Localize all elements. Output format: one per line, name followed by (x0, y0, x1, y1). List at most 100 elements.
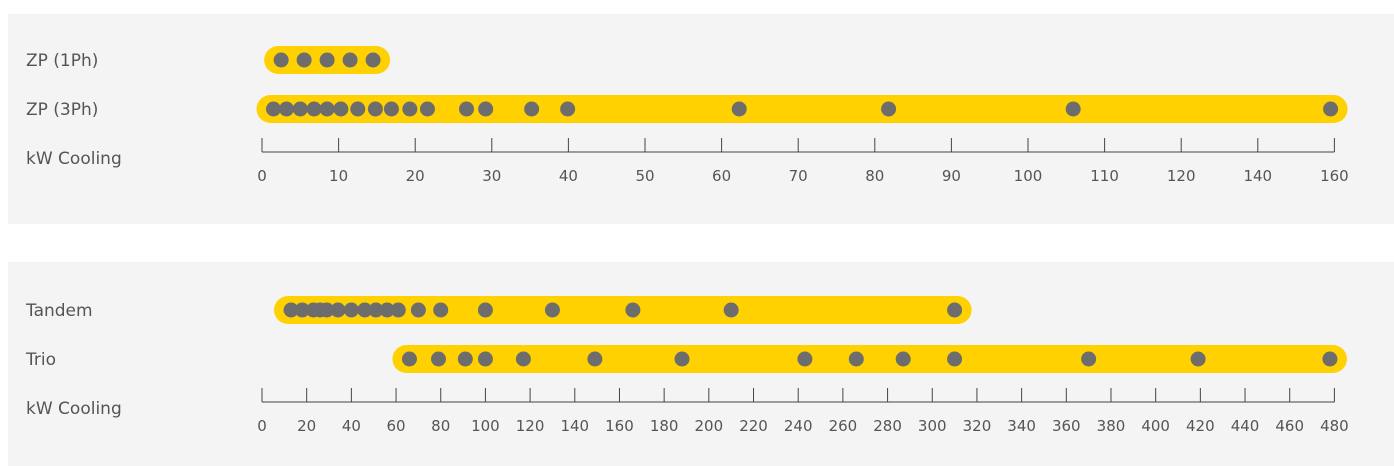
data-point-tandem-13 (477, 302, 493, 318)
x-tick-label: 340 (1007, 417, 1036, 435)
data-point-tandem-5 (330, 302, 346, 318)
data-point-zp-3ph-15 (731, 101, 747, 117)
data-point-zp-3ph-1 (279, 101, 295, 117)
x-tick-label: 10 (329, 167, 348, 185)
x-tick-label: 140 (560, 417, 589, 435)
x-tick-label: 220 (739, 417, 768, 435)
data-point-zp-3ph-6 (350, 101, 366, 117)
data-point-zp-3ph-8 (383, 101, 399, 117)
data-point-zp-3ph-4 (319, 101, 335, 117)
data-point-trio-10 (947, 351, 963, 367)
series-label-zp-1ph: ZP (1Ph) (26, 51, 98, 71)
data-point-zp-3ph-14 (560, 101, 576, 117)
x-tick-label: 280 (873, 417, 902, 435)
data-point-zp-1ph-2 (319, 52, 335, 68)
x-tick-label: 120 (1167, 167, 1196, 185)
series-label-trio: Trio (25, 350, 56, 370)
data-point-zp-3ph-5 (333, 101, 349, 117)
x-tick-label: 70 (789, 167, 808, 185)
data-point-trio-1 (430, 351, 446, 367)
data-point-tandem-6 (343, 302, 359, 318)
data-point-trio-6 (674, 351, 690, 367)
x-tick-label: 20 (297, 417, 316, 435)
x-tick-label: 20 (406, 167, 425, 185)
chart-panel-bottom: Tandem Trio kW Cooling 0 20 40 60 80 100 120 140 16… (8, 262, 1394, 466)
data-point-tandem-15 (625, 302, 641, 318)
data-point-trio-2 (457, 351, 473, 367)
data-point-zp-3ph-18 (1323, 101, 1339, 117)
range-band-trio (392, 345, 1347, 373)
data-point-tandem-1 (294, 302, 310, 318)
x-tick-label: 360 (1052, 417, 1081, 435)
x-axis-label: kW Cooling (26, 399, 122, 419)
x-tick-label: 240 (784, 417, 813, 435)
x-tick-label: 160 (605, 417, 634, 435)
x-tick-label: 80 (431, 417, 450, 435)
series-label-zp-3ph: ZP (3Ph) (26, 100, 98, 120)
data-point-tandem-4 (319, 302, 335, 318)
data-point-zp-3ph-3 (306, 101, 322, 117)
data-point-zp-3ph-11 (459, 101, 475, 117)
x-tick-label: 60 (712, 167, 731, 185)
data-point-tandem-17 (947, 302, 963, 318)
data-point-zp-3ph-16 (881, 101, 897, 117)
data-point-trio-11 (1081, 351, 1097, 367)
x-tick-label: 110 (1090, 167, 1119, 185)
x-tick-label: 90 (942, 167, 961, 185)
x-tick-label: 480 (1320, 417, 1349, 435)
x-tick-label: 320 (963, 417, 992, 435)
data-point-tandem-8 (368, 302, 384, 318)
data-point-trio-3 (477, 351, 493, 367)
x-tick-label: 180 (650, 417, 679, 435)
x-tick-label: 100 (1014, 167, 1043, 185)
data-point-zp-3ph-2 (292, 101, 308, 117)
data-point-zp-3ph-17 (1065, 101, 1081, 117)
x-tick-label: 40 (342, 417, 361, 435)
x-tick-label: 260 (829, 417, 858, 435)
data-point-tandem-11 (410, 302, 426, 318)
data-point-trio-0 (401, 351, 417, 367)
x-tick-label: 140 (1243, 167, 1272, 185)
data-point-zp-1ph-3 (342, 52, 358, 68)
chart-top: ZP (1Ph) ZP (3Ph) kW Cooling 0 10 20 30 40 50 60 7… (26, 46, 1349, 185)
data-point-trio-12 (1190, 351, 1206, 367)
data-point-trio-4 (515, 351, 531, 367)
data-point-tandem-16 (723, 302, 739, 318)
x-tick-label: 100 (471, 417, 500, 435)
range-band-tandem (274, 296, 972, 324)
data-point-tandem-12 (433, 302, 449, 318)
x-tick-label: 300 (918, 417, 947, 435)
data-point-trio-5 (587, 351, 603, 367)
data-point-zp-3ph-13 (524, 101, 540, 117)
x-tick-label: 40 (559, 167, 578, 185)
x-tick-label: 30 (482, 167, 501, 185)
data-point-zp-3ph-7 (367, 101, 383, 117)
x-tick-label: 380 (1097, 417, 1126, 435)
x-tick-label: 120 (516, 417, 545, 435)
data-point-tandem-14 (544, 302, 560, 318)
data-point-zp-3ph-10 (419, 101, 435, 117)
x-tick-label: 160 (1320, 167, 1349, 185)
x-tick-label: 460 (1275, 417, 1304, 435)
x-tick-label: 420 (1186, 417, 1215, 435)
data-point-trio-13 (1322, 351, 1338, 367)
data-point-zp-1ph-4 (365, 52, 381, 68)
data-point-tandem-10 (390, 302, 406, 318)
data-point-tandem-9 (379, 302, 395, 318)
data-point-tandem-0 (283, 302, 299, 318)
x-tick-label: 440 (1231, 417, 1260, 435)
x-tick-label: 400 (1141, 417, 1170, 435)
data-point-zp-3ph-9 (402, 101, 418, 117)
data-point-zp-1ph-1 (296, 52, 312, 68)
x-tick-label: 0 (257, 167, 267, 185)
x-tick-label: 50 (635, 167, 654, 185)
data-point-trio-9 (895, 351, 911, 367)
x-tick-label: 0 (257, 417, 267, 435)
chart-bottom: Tandem Trio kW Cooling 0 20 40 60 80 100 120 140 16… (25, 296, 1349, 435)
x-tick-label: 200 (695, 417, 724, 435)
chart-panel-top: ZP (1Ph) ZP (3Ph) kW Cooling 0 10 20 30 40 50 60 7… (8, 14, 1394, 224)
series-label-tandem: Tandem (25, 301, 93, 321)
data-point-tandem-7 (357, 302, 373, 318)
data-point-trio-8 (848, 351, 864, 367)
data-point-zp-1ph-0 (273, 52, 289, 68)
